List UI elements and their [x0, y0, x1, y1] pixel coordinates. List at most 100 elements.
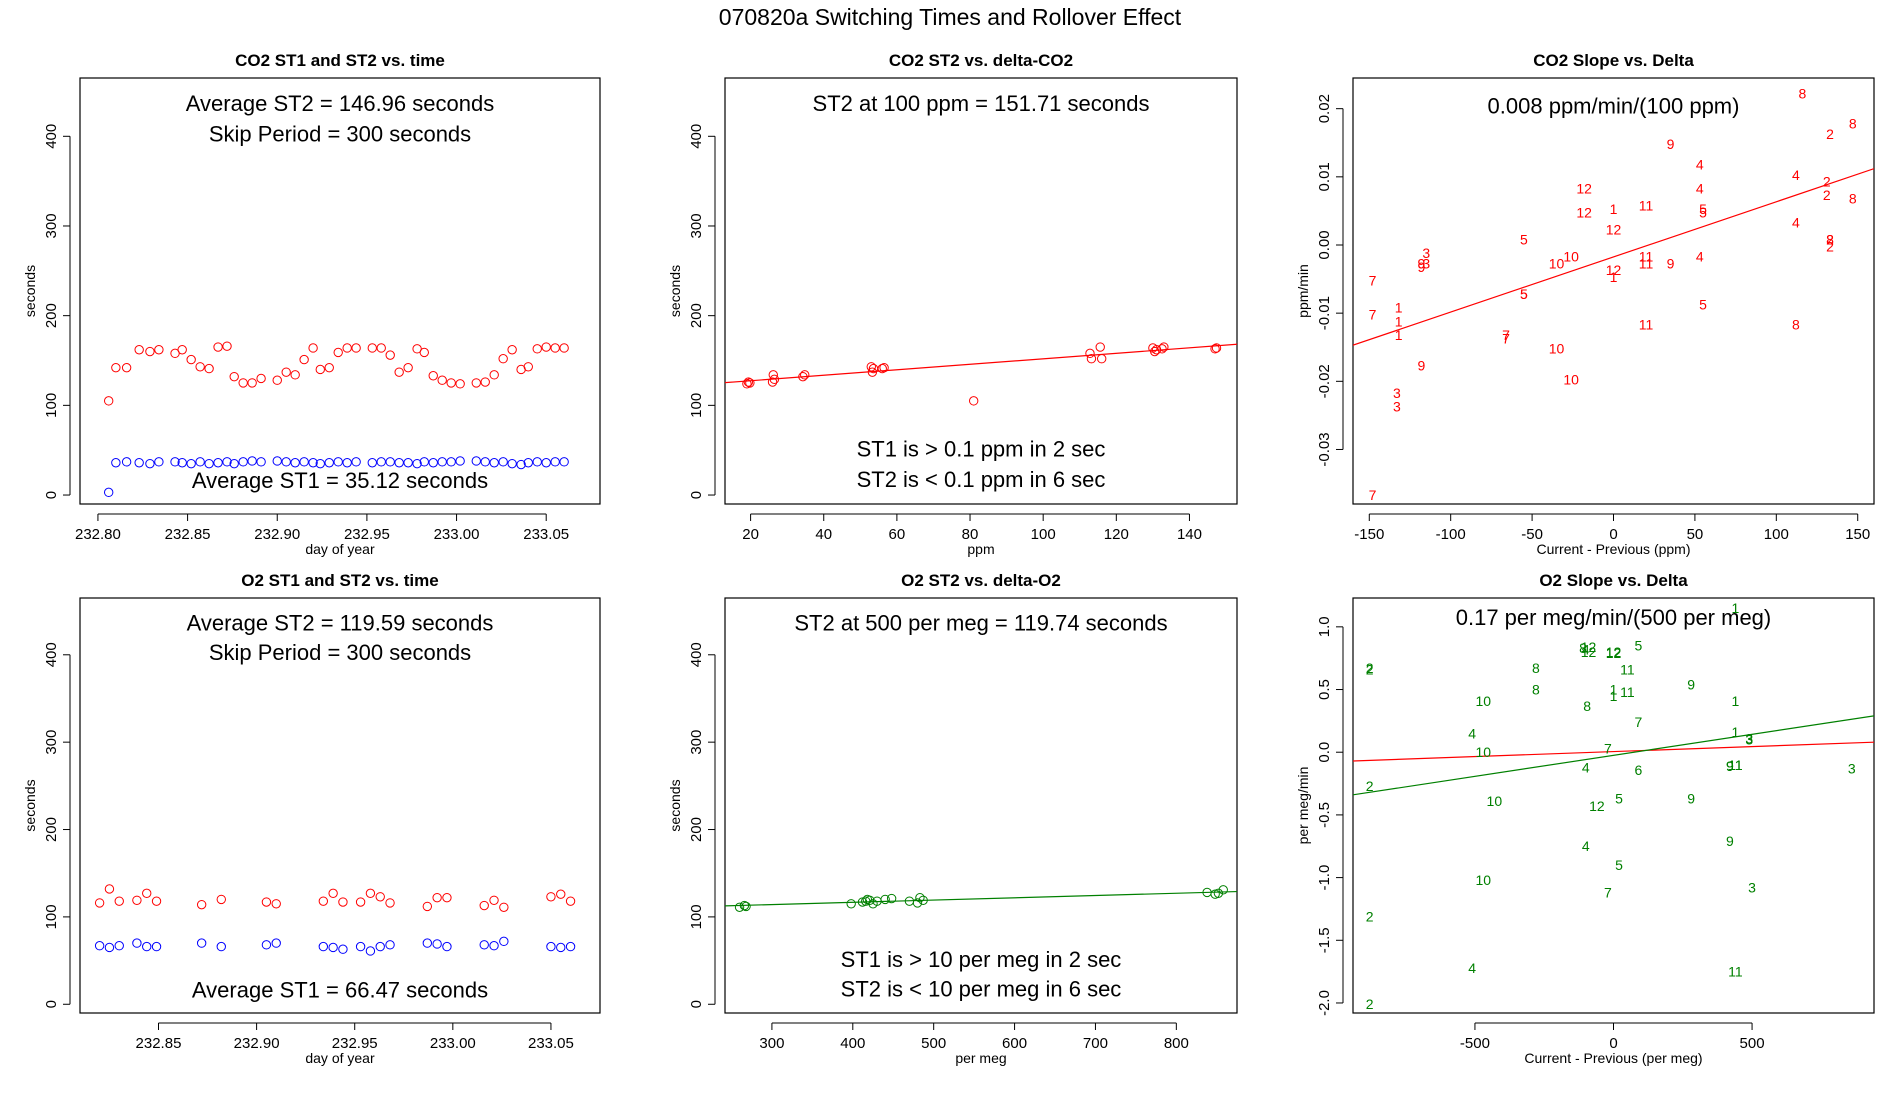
data-point	[867, 367, 878, 377]
data-point-label: 9	[1667, 136, 1675, 152]
data-point	[367, 458, 377, 468]
data-point-label: 8	[1532, 660, 1540, 676]
data-point-label: 5	[1699, 201, 1707, 217]
data-point	[480, 457, 490, 467]
data-point	[559, 457, 569, 467]
x-tick-label: 232.80	[75, 526, 121, 543]
panel-title: CO2 Slope vs. Delta	[1533, 51, 1694, 70]
data-point-label: 12	[1606, 644, 1622, 660]
annotation: Average ST2 = 146.96 seconds	[186, 91, 494, 116]
y-axis-label: per meg/min	[1295, 767, 1311, 845]
data-point	[213, 458, 223, 468]
data-point	[499, 936, 509, 947]
data-point-label: 3	[1748, 880, 1756, 896]
data-point	[499, 902, 509, 912]
x-tick-label: 700	[1083, 1035, 1108, 1052]
data-point	[151, 941, 162, 952]
data-point-label: 4	[1792, 167, 1800, 183]
x-tick-label: 300	[759, 1035, 784, 1052]
data-point-label: 1	[1610, 269, 1618, 285]
data-point-label: 10	[1487, 793, 1503, 809]
data-point	[880, 894, 890, 905]
data-point	[229, 371, 239, 382]
fit-line	[1353, 741, 1874, 762]
y-tick-label: 200	[688, 303, 705, 328]
x-tick-label: 600	[1002, 1035, 1027, 1052]
annotation: 0.17 per meg/min/(500 per meg)	[1456, 605, 1772, 630]
panel-title: CO2 ST2 vs. delta-CO2	[889, 51, 1073, 70]
data-point	[247, 456, 257, 466]
data-point	[238, 378, 248, 388]
x-tick-label: 232.95	[332, 1035, 378, 1052]
data-point	[114, 896, 124, 906]
annotation: 0.008 ppm/min/(100 ppm)	[1488, 93, 1740, 118]
data-point-label: 5	[1699, 296, 1707, 312]
data-point-label: 11	[1728, 757, 1743, 773]
x-tick-label: 232.90	[234, 1035, 280, 1052]
data-point	[432, 892, 442, 903]
data-point	[734, 902, 745, 912]
data-point-label: 7	[1604, 885, 1612, 901]
data-point	[328, 888, 338, 899]
x-tick-label: 0	[1609, 1035, 1617, 1052]
data-point-label: 8	[1532, 682, 1540, 698]
x-axis-label: Current - Previous (ppm)	[1536, 541, 1690, 557]
data-point-label: 9	[1417, 358, 1425, 374]
x-tick-label: -50	[1521, 526, 1543, 543]
data-point-label: 8	[1849, 116, 1857, 132]
annotation: ST2 is < 10 per meg in 6 sec	[841, 977, 1122, 1002]
data-point	[412, 458, 422, 469]
data-point	[324, 362, 334, 373]
data-point-label: 5	[1635, 638, 1643, 654]
data-point	[299, 354, 309, 365]
data-point	[546, 941, 556, 952]
data-point	[328, 942, 338, 953]
data-point-label: 4	[1696, 249, 1704, 265]
data-point-label: 11	[1620, 661, 1635, 677]
data-point	[556, 889, 566, 899]
data-point	[532, 344, 542, 354]
data-point	[918, 895, 928, 905]
y-tick-label: -0.01	[1316, 296, 1333, 330]
data-point	[565, 941, 576, 952]
data-point-label: 1	[1395, 313, 1403, 329]
data-point-label: 7	[1369, 487, 1377, 503]
data-point	[376, 343, 386, 353]
data-point	[308, 458, 318, 468]
plot-frame	[724, 597, 1238, 1014]
data-point-label: 8	[1849, 191, 1857, 207]
data-point	[455, 456, 465, 466]
plot-area	[725, 885, 1237, 912]
y-tick-label: 0	[688, 491, 705, 499]
data-point	[866, 362, 876, 372]
y-tick-label: 400	[43, 124, 60, 149]
data-point	[743, 377, 754, 387]
data-point-label: 11	[1620, 684, 1635, 700]
y-tick-label: -1.5	[1316, 927, 1333, 953]
data-point-label: 12	[1606, 221, 1622, 237]
data-point	[290, 370, 300, 380]
data-point	[375, 941, 385, 952]
data-point-label: 3	[1393, 399, 1401, 415]
data-point	[1085, 348, 1095, 359]
data-point	[365, 946, 376, 956]
data-point	[523, 458, 533, 468]
data-point	[261, 940, 272, 950]
data-point	[94, 898, 105, 908]
data-point-label: 4	[1582, 641, 1590, 657]
x-tick-label: 232.95	[344, 526, 390, 543]
panel-o2-delta: O2 ST2 vs. delta-O2 300 400 500 600 700 800 per…	[667, 571, 1238, 1066]
annotation: Average ST1 = 35.12 seconds	[192, 468, 488, 493]
x-tick-label: 0	[1609, 526, 1617, 543]
data-point	[177, 345, 187, 355]
x-tick-label: 140	[1177, 526, 1202, 543]
data-point	[196, 938, 207, 948]
data-point-label: 9	[1726, 833, 1734, 849]
data-point-label: 1	[1732, 600, 1740, 616]
data-point	[489, 370, 499, 380]
data-point	[111, 458, 121, 468]
data-point	[446, 457, 456, 467]
data-point-label: 1	[1610, 682, 1618, 698]
data-point-label: 2	[1366, 778, 1374, 794]
